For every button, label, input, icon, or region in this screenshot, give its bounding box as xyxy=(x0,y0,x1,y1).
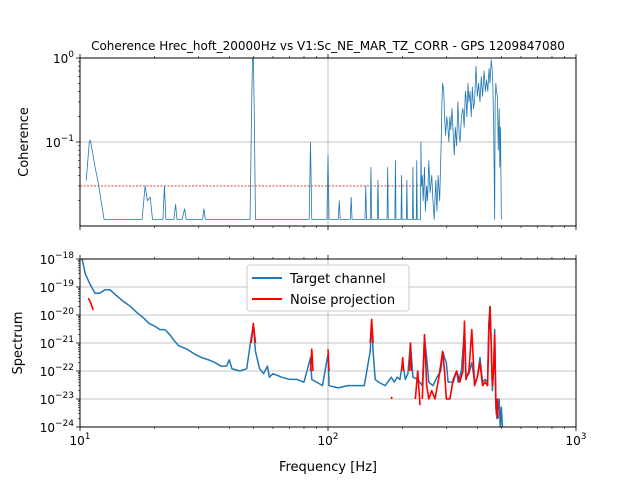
coherence-ylabel: Coherence xyxy=(17,107,32,177)
legend: Target channel Noise projection xyxy=(246,264,410,312)
coherence-line xyxy=(85,58,502,220)
noise-projection-line xyxy=(87,297,499,419)
y-tick-label: 10−1 xyxy=(45,134,74,150)
legend-label-target: Target channel xyxy=(289,272,386,287)
legend-label-noise: Noise projection xyxy=(290,293,395,308)
legend-frame xyxy=(246,264,410,312)
spectrum-xlabel: Frequency [Hz] xyxy=(279,460,377,475)
y-tick-label: 10−23 xyxy=(40,391,74,407)
y-tick-label: 10−24 xyxy=(40,419,75,435)
spectrum-series xyxy=(81,259,504,427)
y-tick-label: 10−19 xyxy=(40,279,75,295)
coherence-series xyxy=(80,58,502,220)
spectrum-ticks: 101 102 103 10−18 10−19 10−20 10−21 10−22 10−23 1… xyxy=(40,251,587,448)
y-tick-label: 10−18 xyxy=(40,251,75,267)
coherence-grid xyxy=(79,57,577,226)
x-tick-label: 102 xyxy=(317,432,338,448)
x-tick-label: 103 xyxy=(565,432,586,448)
spectrum-ylabel: Spectrum xyxy=(11,312,26,375)
coherence-ticks: 100 10−1 xyxy=(45,50,577,230)
y-tick-label: 10−21 xyxy=(40,335,74,351)
coherence-panel: Coherence Hrec_hoft_20000Hz vs V1:Sc_NE_… xyxy=(17,39,577,230)
coherence-title: Coherence Hrec_hoft_20000Hz vs V1:Sc_NE_… xyxy=(91,39,565,53)
y-tick-label: 10−20 xyxy=(40,307,75,323)
y-tick-label: 10−22 xyxy=(40,363,74,379)
spectrum-panel: 101 102 103 10−18 10−19 10−20 10−21 10−22 10−23 1… xyxy=(11,251,587,475)
y-tick-label: 100 xyxy=(53,50,74,66)
x-tick-label: 101 xyxy=(69,432,90,448)
